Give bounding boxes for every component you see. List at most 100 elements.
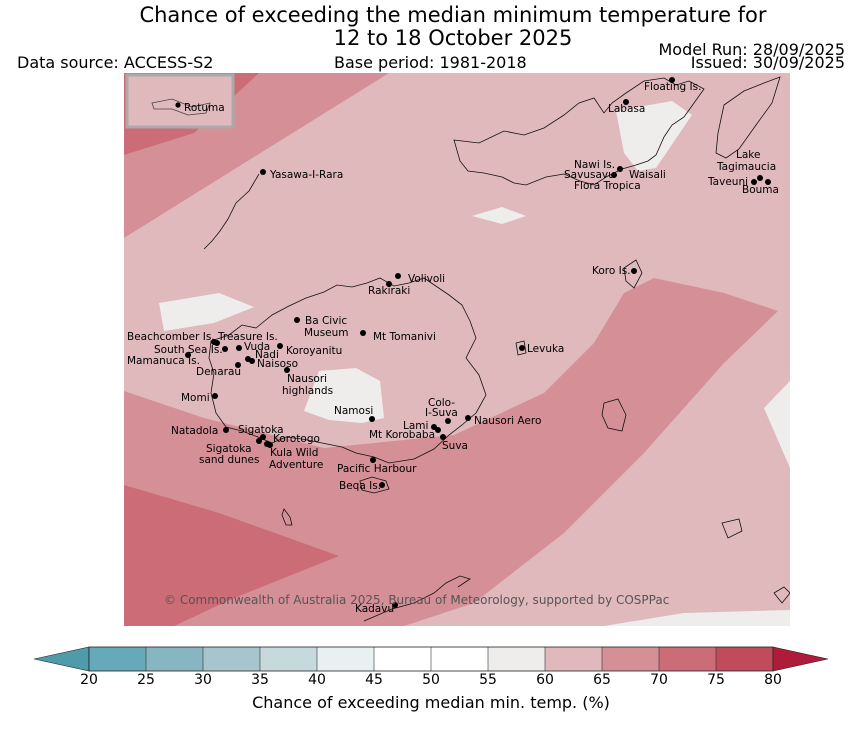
naisoso-label: Naisoso [257,358,298,370]
colorbar-tick-25: 25 [137,672,155,688]
namosi-label: Namosi [334,405,373,417]
data-source-label: Data source: ACCESS-S2 [17,53,214,72]
vuda-marker [236,345,242,351]
labasa-marker [623,99,629,105]
colorbar-under-arrow [33,646,90,672]
mt-korobaba-marker [435,427,441,433]
ba-civic-museum-marker [294,317,300,323]
gau-coast [601,398,627,432]
kadavu-coast [363,575,471,622]
beqa-is-label: Beqa Is. [339,480,381,492]
labasa-label: Labasa [608,103,645,115]
place-markers: Floating Is. Labasa Nawi Is.SavusavuFlora … [127,77,779,615]
floating-is-label: Floating Is. [644,81,701,93]
colorbar-segment-35-40 [260,647,317,671]
savusavu-label: Savusavu [564,169,615,181]
natadola-marker [223,427,229,433]
kula-wild-adventure-marker [267,442,273,448]
waisali-label: Waisali [629,169,666,181]
lake-tagimaucia-label: Lake Tagimaucia [716,149,776,173]
bouma-marker [765,179,771,185]
base-period-label: Base period: 1981-2018 [334,53,527,72]
colorbar-segment-45-50 [374,647,431,671]
taveuni-marker [751,179,757,185]
koroyanitu-marker [277,343,283,349]
colorbar-segment-55-60 [488,647,545,671]
rotuma-inset: Rotuma [125,73,235,129]
vanua-levu-coast [453,77,705,186]
band-70-75-southwest [124,485,339,626]
nausori-aero-label: Nausori Aero [474,415,541,427]
momi-label: Momi [181,392,210,404]
nausori-highlands-marker [284,367,290,373]
nausori-highlands-label: Nausori highlands [282,373,333,397]
band-55-60-west-patch [159,293,254,331]
rotuma-marker [175,102,181,108]
kula-wild-adventure-label: Kula Wild Adventure [269,447,323,471]
nadi-label: Nadi [255,349,279,361]
beqa-is-marker [379,482,385,488]
copyright-notice: © Commonwealth of Australia 2025, Bureau… [164,593,669,607]
kadavu-label: Kadavu [355,603,394,615]
denarau-label: Denarau [196,366,241,378]
small-islands-east [773,586,790,604]
south-sea-is-label: South Sea Is. [154,344,223,356]
kadavu-marker [392,602,398,608]
colorbar-tick-30: 30 [194,672,212,688]
levuka-marker [519,345,525,351]
mt-tomanivi-marker [360,330,366,336]
nausori-aero-marker [465,415,471,421]
floating-is-marker [669,77,675,83]
flora-tropica-label: Flora Tropica [574,180,641,192]
taveuni-coast [715,76,781,159]
sigatoka-sand-dunes-label: Sigatoka sand dunes [199,443,259,466]
vuda-label: Vuda [244,341,270,353]
probability-map: Rotuma Floating Is. Labasa Nawi Is.Savusav… [124,73,790,626]
model-run-label: Model Run: 28/09/2025 [658,40,846,59]
colorbar-segment-70-75 [659,647,716,671]
colorbar-tick-60: 60 [536,672,554,688]
namosi-marker [369,416,375,422]
colorbar-segment-30-35 [203,647,260,671]
band-55-60-south-patch [604,610,790,626]
title-line-1: Chance of exceeding the median minimum t… [139,3,767,27]
mt-korobaba-label: Mt Korobaba [369,429,435,441]
mamanuca-is-marker [185,352,191,358]
treasure-is-marker [214,340,220,346]
rakiraki-marker [386,281,392,287]
vatulele-coast [281,508,293,526]
levuka-label: Levuka [527,343,564,355]
denarau-marker [235,362,241,368]
colorbar-svg [33,646,829,672]
colorbar-label: Chance of exceeding median min. temp. (%… [252,693,610,712]
colorbar-segment-20-25 [89,647,146,671]
band-55-60-east-patch [764,381,790,468]
colo-i-suva-marker [445,418,451,424]
title-line-2: 12 to 18 October 2025 [333,26,573,50]
naisoso-marker [249,358,255,364]
colorbar-tick-55: 55 [479,672,497,688]
colorbar-segment-65-70 [602,647,659,671]
koro-coast [623,259,643,289]
colorbar-tick-45: 45 [365,672,383,688]
volivoli-label: Volivoli [408,273,445,285]
rakiraki-label: Rakiraki [368,285,410,297]
natadola-label: Natadola [171,425,218,437]
nawi-is-label: Nawi Is. [574,159,615,171]
colorbar-segment-40-45 [317,647,374,671]
band-55-60-central-patch [304,368,384,423]
band-55-60-north-patch [616,101,692,171]
rotuma-outline [151,98,211,116]
yasawa-coast [203,173,260,250]
colorbar-segment-50-55 [431,647,488,671]
colorbar-tick-80: 80 [764,672,782,688]
levuka-coast [515,340,527,356]
suva-marker [440,434,446,440]
colorbar-segment-25-30 [146,647,203,671]
pacific-harbour-label: Pacific Harbour [337,463,417,475]
koro-is-label: Koro Is. [592,265,631,277]
issued-label: Issued: 30/09/2025 [690,53,845,72]
nawi-is-marker [617,166,623,172]
south-sea-is-marker [222,346,228,352]
colorbar-tick-40: 40 [308,672,326,688]
